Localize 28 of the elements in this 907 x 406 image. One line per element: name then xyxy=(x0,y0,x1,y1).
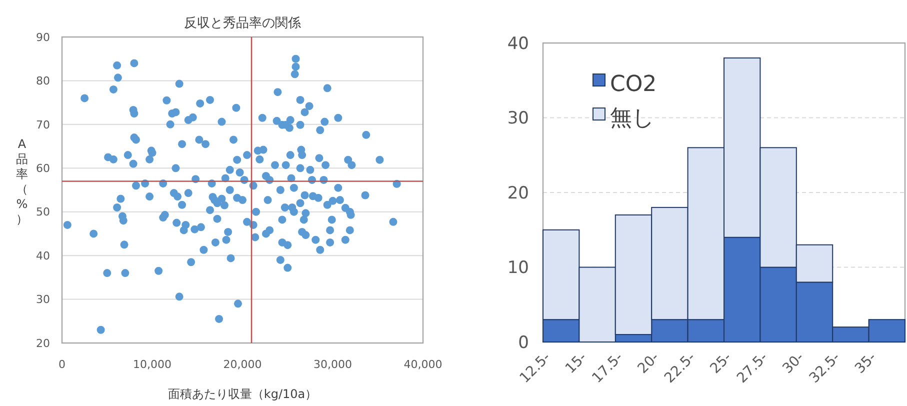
y-tick-label: 40 xyxy=(36,249,50,262)
y-tick-label: 10 xyxy=(507,258,529,278)
x-tick-label: 10,000 xyxy=(133,358,172,371)
x-tick-label: 0 xyxy=(58,358,66,371)
y-tick-label: 20 xyxy=(36,336,50,350)
y-tick-label: 20 xyxy=(507,183,529,204)
y-tick-label: 30 xyxy=(507,108,529,129)
chart-title: 反収と秀品率の関係 xyxy=(184,15,301,31)
y-tick-label: 70 xyxy=(36,118,50,132)
legend-label: CO2 xyxy=(610,72,657,97)
x-tick-label: 20- xyxy=(634,350,662,378)
legend-label: 無し xyxy=(610,106,655,131)
x-tick-label: 15- xyxy=(562,350,590,378)
y-tick-label: 60 xyxy=(36,162,50,175)
x-tick-label: 40,000 xyxy=(404,358,442,371)
x-tick-label: 30,000 xyxy=(314,358,352,371)
x-axis-title: 面積あたり収量（kg/10a） xyxy=(168,387,318,401)
y-tick-label: 40 xyxy=(507,34,529,54)
x-tick-label: 35- xyxy=(852,350,880,378)
x-tick-label: 20,000 xyxy=(223,358,262,371)
y-axis-title: A品率（%） xyxy=(16,137,28,226)
y-tick-label: 50 xyxy=(36,206,50,219)
x-tick-label: 30- xyxy=(780,350,808,378)
y-tick-label: 80 xyxy=(36,74,50,88)
y-tick-label: 90 xyxy=(36,30,50,44)
y-tick-label: 0 xyxy=(518,332,529,353)
y-tick-label: 30 xyxy=(36,293,50,306)
x-tick-label: 25- xyxy=(707,350,735,378)
